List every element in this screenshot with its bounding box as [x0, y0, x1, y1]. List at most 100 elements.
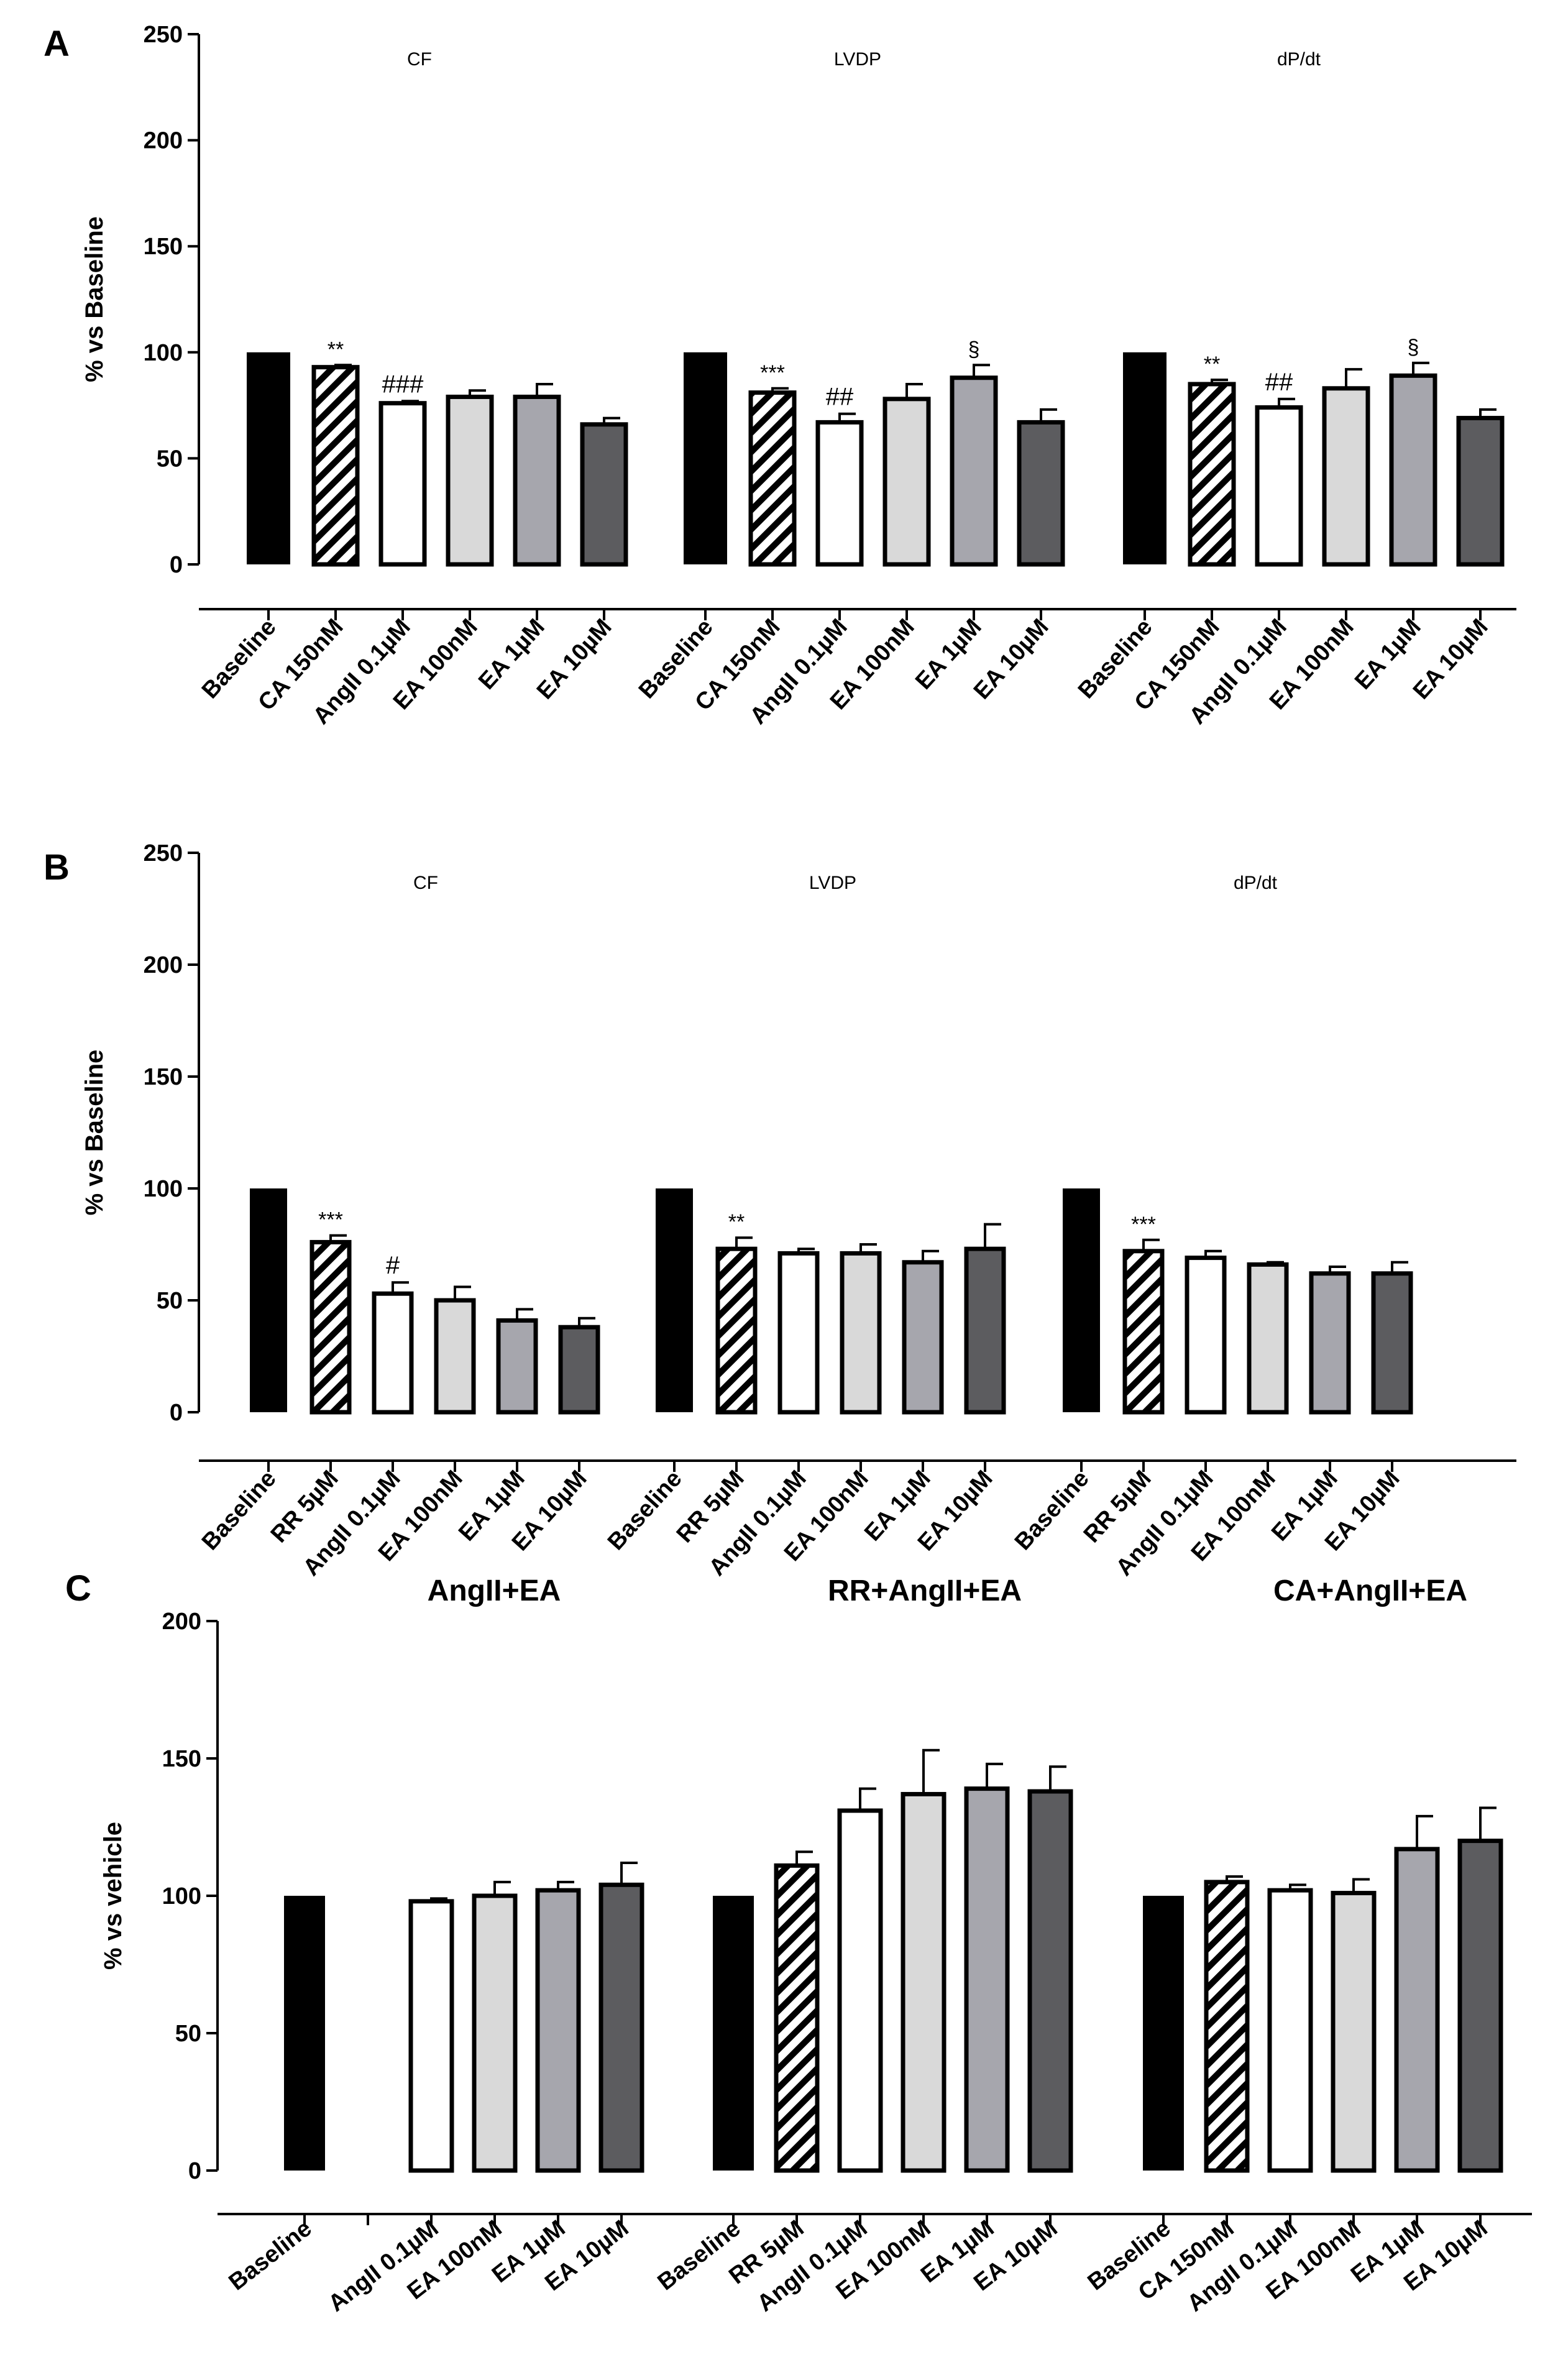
significance-label: ##	[1265, 369, 1293, 396]
bar	[1063, 1188, 1100, 1412]
bar	[1247, 1262, 1289, 1415]
bar	[1457, 1839, 1503, 2173]
significance-label: ***	[760, 361, 785, 385]
panel-letter: C	[65, 1568, 91, 1609]
bar	[434, 1298, 476, 1415]
panel-c: C 0 50 100 150 200 % vs vehicle AngII+EA Baselin…	[65, 1568, 1532, 2317]
y-tick-label: 0	[170, 552, 183, 578]
bar	[1309, 1271, 1351, 1415]
bar	[1122, 1249, 1165, 1415]
bar	[713, 1896, 754, 2171]
y-tick-label: 50	[175, 2021, 201, 2047]
bar	[496, 1318, 538, 1415]
category-label: Baseline	[603, 1466, 687, 1555]
bar	[1143, 1896, 1184, 2171]
group-title: dP/dt	[1277, 49, 1321, 70]
category-label: Baseline	[224, 2215, 317, 2295]
bar	[598, 1882, 644, 2173]
y-tick-label: 0	[170, 1400, 183, 1426]
y-tick-label: 200	[144, 128, 183, 154]
bar	[774, 1863, 820, 2173]
bar	[408, 1899, 454, 2173]
significance-label: ***	[1131, 1213, 1156, 1236]
y-axis-label: % vs vehicle	[99, 1822, 127, 1970]
significance-label: **	[728, 1210, 745, 1234]
panel-a: A 0 50 100 150 200 250 % vs Baseline CFBaselineC…	[44, 22, 1516, 730]
bar	[715, 1246, 758, 1415]
bar	[901, 1791, 947, 2173]
bar	[950, 375, 998, 567]
significance-label: §	[1408, 336, 1419, 359]
bar	[1322, 386, 1370, 567]
bar	[378, 401, 427, 567]
panel-letter: A	[44, 24, 70, 64]
y-tick-label: 50	[157, 446, 183, 472]
category-label: Baseline	[197, 1466, 282, 1555]
bar	[684, 352, 727, 564]
bar	[964, 1246, 1006, 1415]
bar	[311, 365, 360, 567]
bar	[1185, 1256, 1227, 1415]
bar	[777, 1251, 820, 1415]
y-tick-label: 200	[144, 952, 183, 978]
panel-letter: B	[44, 847, 70, 888]
group-title: LVDP	[834, 49, 881, 70]
group-title: CA+AngII+EA	[1273, 1574, 1467, 1607]
y-axis-label: % vs Baseline	[81, 216, 108, 382]
y-tick-label: 100	[162, 1883, 201, 1909]
bar	[580, 422, 628, 567]
group-title: RR+AngII+EA	[828, 1574, 1022, 1607]
y-tick-label: 150	[144, 234, 183, 260]
significance-label: #	[386, 1252, 400, 1279]
bar	[1331, 1891, 1377, 2173]
y-tick-label: 200	[162, 1609, 201, 1635]
y-tick-label: 100	[144, 340, 183, 366]
significance-label: **	[328, 338, 344, 361]
bar	[882, 397, 931, 567]
bar	[472, 1893, 518, 2173]
group-title: LVDP	[809, 873, 856, 893]
bar	[840, 1251, 882, 1415]
significance-label: ***	[318, 1208, 343, 1232]
group-title: CF	[413, 873, 438, 893]
bar	[247, 352, 290, 564]
group-title: AngII+EA	[428, 1574, 561, 1607]
y-tick-label: 150	[162, 1746, 201, 1772]
category-label: Baseline	[1010, 1466, 1094, 1555]
group-title: dP/dt	[1234, 873, 1278, 893]
y-axis-label: % vs Baseline	[81, 1050, 108, 1216]
y-tick-label: 50	[157, 1288, 183, 1314]
bar	[1123, 352, 1167, 564]
bar	[815, 420, 864, 567]
significance-label: ##	[826, 384, 854, 411]
bar	[1389, 373, 1437, 567]
bar	[1394, 1847, 1440, 2173]
bar	[1017, 420, 1065, 567]
bar	[902, 1260, 944, 1415]
bar	[964, 1786, 1010, 2173]
bar	[309, 1239, 352, 1415]
bar	[1456, 416, 1505, 567]
bar	[748, 390, 797, 567]
group-title: CF	[407, 49, 432, 70]
bar	[446, 394, 494, 567]
significance-label: **	[1204, 352, 1220, 376]
category-label: Baseline	[653, 2215, 746, 2295]
bar	[513, 394, 561, 567]
bar	[1371, 1271, 1413, 1415]
y-tick-label: 250	[144, 22, 183, 48]
bar	[656, 1188, 693, 1412]
y-tick-label: 100	[144, 1176, 183, 1202]
bar	[250, 1188, 287, 1412]
significance-label: §	[968, 338, 980, 361]
